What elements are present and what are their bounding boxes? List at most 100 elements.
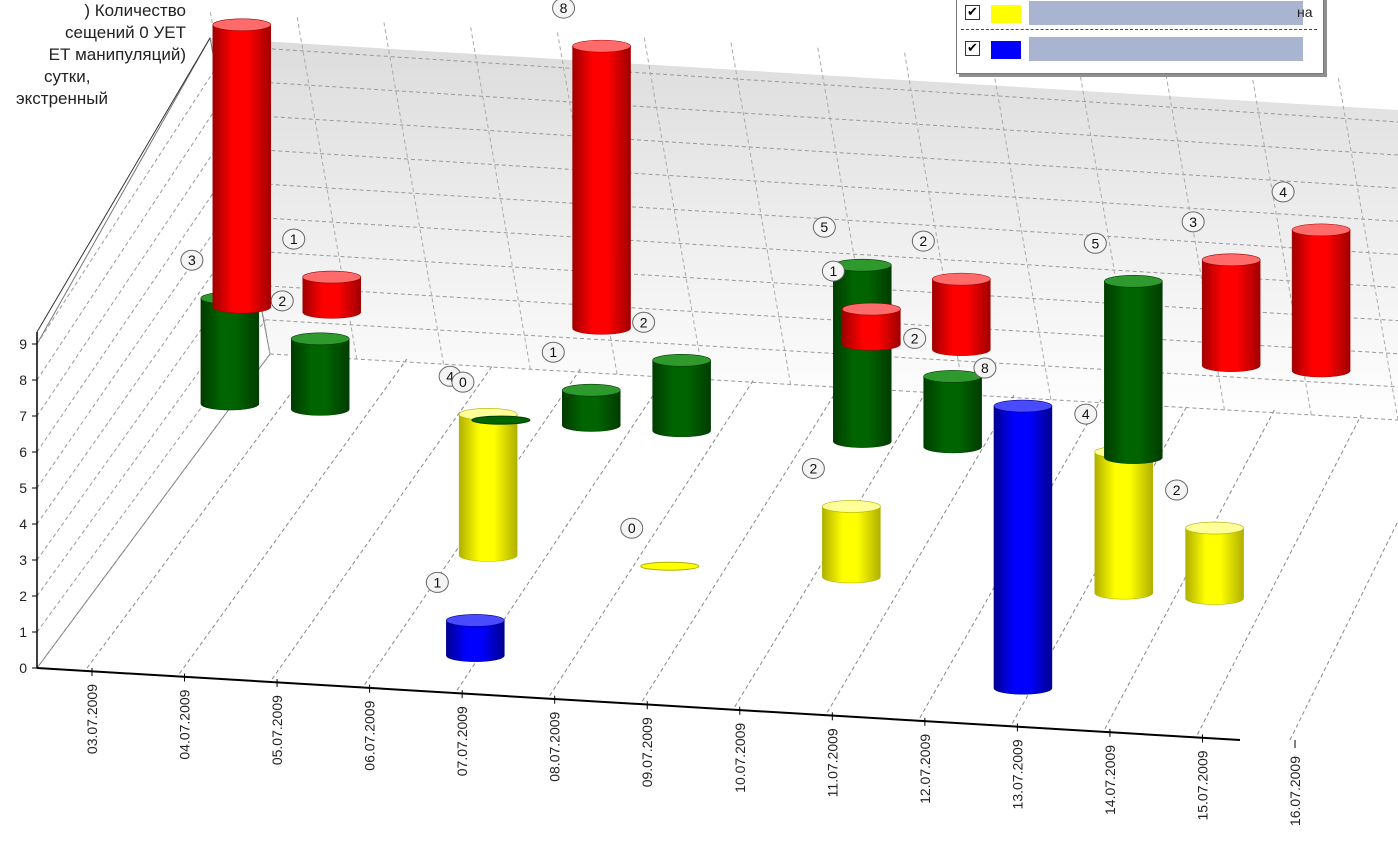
bar-body bbox=[1094, 451, 1154, 600]
x-axis-line bbox=[36, 667, 1241, 741]
gridline-left bbox=[36, 80, 235, 381]
data-label-bubble bbox=[620, 517, 644, 539]
floor-gridline bbox=[641, 384, 842, 702]
gridline-back bbox=[243, 148, 1398, 222]
data-label-bubble bbox=[973, 357, 997, 379]
x-tick-label: 12.07.2009 bbox=[917, 734, 933, 804]
legend-item-yellow[interactable]: ✔ на bbox=[963, 1, 1315, 25]
bar-top bbox=[1291, 223, 1351, 237]
x-tick-label: 05.07.2009 bbox=[269, 695, 285, 765]
data-label-text: 4 bbox=[1082, 406, 1090, 422]
gridline-back bbox=[234, 79, 1398, 156]
data-label: 2 bbox=[801, 457, 825, 479]
data-label-bubble bbox=[1083, 232, 1107, 254]
bar-series-0 bbox=[1201, 253, 1261, 372]
data-label-bubble bbox=[451, 371, 475, 393]
x-tick-label: 03.07.2009 bbox=[84, 684, 100, 754]
data-label: 3 bbox=[1181, 211, 1205, 233]
bar-body bbox=[923, 376, 982, 454]
chart-title: ) Количество сещений 0 УЕТ ЕТ манипуляци… bbox=[0, 0, 186, 110]
bar-top bbox=[923, 370, 982, 383]
bar-series-3 bbox=[446, 614, 505, 662]
data-label: 5 bbox=[812, 216, 836, 238]
bar-flat bbox=[471, 415, 531, 425]
bar-series-1 bbox=[290, 332, 350, 416]
data-label: 8 bbox=[973, 357, 997, 379]
data-label-text: 1 bbox=[829, 263, 837, 279]
bar-body bbox=[572, 45, 631, 335]
bar-body bbox=[446, 620, 505, 662]
bar-body bbox=[212, 24, 272, 314]
bar-body bbox=[1185, 527, 1244, 605]
legend-checkbox[interactable]: ✔ bbox=[965, 41, 980, 56]
gridline-back bbox=[265, 319, 1398, 388]
bar-body bbox=[302, 276, 361, 319]
data-label: 5 bbox=[1083, 232, 1107, 254]
title-line: сещений 0 УЕТ bbox=[64, 23, 186, 42]
bar-top bbox=[932, 272, 991, 286]
y-tick-label: 5 bbox=[19, 480, 27, 496]
title-line: ) Количество bbox=[84, 1, 186, 20]
bar-body bbox=[562, 389, 621, 432]
data-label-text: 1 bbox=[290, 231, 298, 247]
gridline-left bbox=[36, 45, 231, 345]
x-tick-label: 04.07.2009 bbox=[177, 689, 193, 759]
y-tick-label: 0 bbox=[19, 660, 27, 676]
data-label-text: 2 bbox=[911, 330, 919, 346]
legend-swatch bbox=[991, 41, 1021, 59]
bar-body bbox=[822, 506, 881, 584]
legend-swatch bbox=[991, 5, 1021, 23]
data-label-text: 1 bbox=[549, 344, 557, 360]
title-line: экстренный bbox=[16, 89, 108, 108]
bar-series-1 bbox=[923, 370, 982, 454]
data-label-text: 3 bbox=[1189, 214, 1197, 230]
data-label: 8 bbox=[552, 0, 576, 19]
y-tick-label: 9 bbox=[19, 336, 27, 352]
gridline-left bbox=[36, 148, 244, 453]
bar-series-1 bbox=[833, 258, 892, 448]
legend-item-blue[interactable]: ✔ bbox=[963, 37, 1315, 61]
bar-top bbox=[993, 399, 1053, 413]
data-label: 0 bbox=[451, 371, 475, 393]
title-line: сутки, bbox=[44, 67, 91, 86]
floor-gridline bbox=[271, 363, 494, 680]
data-label: 2 bbox=[632, 311, 656, 333]
data-label-bubble bbox=[270, 290, 294, 312]
wall-edge bbox=[36, 37, 211, 333]
data-label-text: 4 bbox=[1279, 184, 1287, 200]
data-label-text: 8 bbox=[560, 0, 568, 16]
y-tick-label: 4 bbox=[19, 516, 27, 532]
data-label-text: 3 bbox=[188, 252, 196, 268]
gridline-left bbox=[36, 285, 262, 597]
legend-label-bar bbox=[1029, 1, 1303, 25]
data-label-bubble bbox=[1165, 479, 1189, 501]
bar-top bbox=[212, 18, 272, 32]
x-tick-label: 06.07.2009 bbox=[362, 700, 378, 770]
data-label-text: 2 bbox=[278, 293, 286, 309]
gridline-back bbox=[238, 114, 1398, 189]
back-wall bbox=[210, 38, 1398, 420]
bar-body bbox=[290, 338, 350, 416]
bar-body bbox=[1201, 259, 1261, 372]
legend-label-text: на bbox=[1297, 4, 1313, 20]
data-label-bubble bbox=[180, 249, 204, 271]
legend-label-bar bbox=[1029, 37, 1303, 61]
gridline-vertical bbox=[730, 40, 792, 385]
data-label-bubble bbox=[282, 228, 306, 250]
y-tick-label: 6 bbox=[19, 444, 27, 460]
bar-body bbox=[1291, 229, 1351, 378]
y-tick-label: 1 bbox=[19, 624, 27, 640]
gridline-vertical bbox=[643, 35, 705, 380]
floor-gridline bbox=[1197, 414, 1362, 735]
data-label-text: 5 bbox=[1091, 235, 1099, 251]
bar-series-0 bbox=[1291, 223, 1351, 378]
y-tick-label: 8 bbox=[19, 372, 27, 388]
floor-gridline bbox=[1104, 409, 1275, 730]
x-tick-label: 09.07.2009 bbox=[639, 717, 655, 787]
bar-body bbox=[842, 308, 901, 351]
bar-body bbox=[1104, 281, 1163, 464]
data-label: 2 bbox=[270, 290, 294, 312]
legend-checkbox[interactable]: ✔ bbox=[965, 5, 980, 20]
bar-top bbox=[652, 353, 711, 367]
